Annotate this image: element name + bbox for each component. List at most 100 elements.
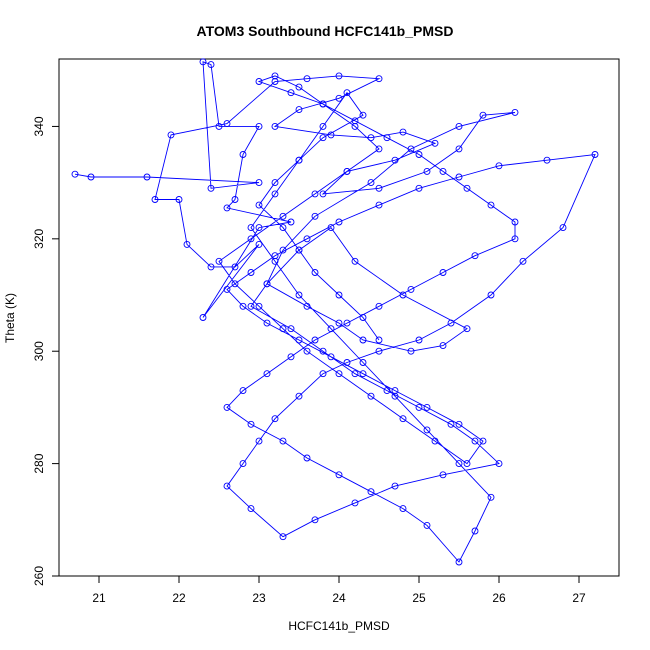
data-point [319, 370, 327, 378]
data-point [239, 460, 247, 468]
data-point [471, 437, 479, 445]
data-point [311, 190, 319, 198]
data-point [303, 235, 311, 243]
x-tick-label: 21 [92, 591, 106, 605]
data-point [71, 170, 79, 178]
x-tick-label: 24 [332, 591, 346, 605]
data-point [359, 314, 367, 321]
data-point [407, 145, 415, 153]
data-point [447, 319, 455, 327]
data-point [455, 420, 463, 428]
data-point [479, 437, 487, 445]
series-line [74, 61, 596, 563]
data-point [279, 212, 287, 220]
data-point [351, 499, 359, 507]
data-point [343, 319, 351, 327]
data-point [415, 184, 423, 192]
data-point [367, 488, 375, 496]
data-point [231, 263, 239, 271]
data-point [207, 184, 215, 192]
data-point [199, 314, 207, 321]
data-point [247, 224, 255, 232]
data-point [455, 122, 463, 130]
data-point [487, 493, 495, 501]
data-point [399, 415, 407, 423]
data-point [311, 269, 319, 276]
data-point [375, 75, 383, 83]
data-point [223, 482, 231, 490]
data-point [455, 173, 463, 181]
data-point [327, 353, 335, 361]
data-point [183, 240, 191, 248]
data-point [343, 167, 351, 175]
data-point [335, 291, 343, 299]
data-point [351, 117, 359, 125]
data-point [463, 325, 471, 333]
data-point [431, 139, 439, 147]
data-point [279, 224, 287, 232]
data-point [255, 179, 263, 187]
data-point [271, 72, 279, 80]
data-point [287, 218, 295, 226]
data-point [279, 533, 287, 541]
data-point [319, 347, 327, 355]
y-axis: 260 280 300 320 340 [32, 116, 60, 586]
data-point [439, 342, 447, 350]
data-point [423, 521, 431, 529]
data-point [311, 516, 319, 524]
data-point [295, 106, 303, 114]
x-tick-label: 27 [572, 591, 586, 605]
data-point [271, 122, 279, 130]
data-point [423, 403, 431, 411]
data-point [511, 235, 519, 243]
scatter-series [71, 58, 599, 566]
data-point [359, 370, 367, 378]
data-point [375, 347, 383, 355]
data-point [367, 134, 375, 142]
data-point [415, 151, 423, 158]
data-point [511, 108, 519, 116]
data-point [239, 151, 247, 158]
data-point [319, 122, 327, 130]
y-tick-label: 260 [32, 566, 46, 586]
data-point [295, 156, 303, 164]
data-point [463, 184, 471, 192]
x-tick-label: 22 [172, 591, 186, 605]
data-point [351, 370, 359, 378]
data-point [255, 224, 263, 232]
data-point [455, 145, 463, 153]
data-point [239, 387, 247, 395]
data-point [447, 420, 455, 428]
data-point [471, 252, 479, 260]
data-point [383, 387, 391, 395]
data-point [439, 471, 447, 479]
data-point [263, 280, 271, 288]
data-point [223, 120, 231, 128]
data-point [319, 190, 327, 198]
data-point [591, 151, 599, 158]
data-point [495, 162, 503, 170]
y-tick-label: 300 [32, 341, 46, 361]
data-point [279, 246, 287, 254]
data-point [263, 319, 271, 327]
data-point [335, 72, 343, 80]
y-tick-label: 280 [32, 453, 46, 473]
data-point [511, 218, 519, 226]
data-point [423, 167, 431, 175]
data-point [287, 325, 295, 333]
data-point [359, 111, 367, 119]
data-point [295, 336, 303, 344]
data-point [391, 156, 399, 164]
data-point [335, 471, 343, 479]
data-point [255, 302, 263, 310]
x-axis: 21 22 23 24 25 26 27 [92, 575, 586, 605]
data-point [295, 83, 303, 91]
data-point [247, 420, 255, 428]
data-point [319, 134, 327, 142]
data-point [415, 403, 423, 411]
data-point [303, 347, 311, 355]
data-point [327, 131, 335, 139]
x-axis-label: HCFC141b_PMSD [288, 619, 390, 633]
data-point [231, 280, 239, 288]
